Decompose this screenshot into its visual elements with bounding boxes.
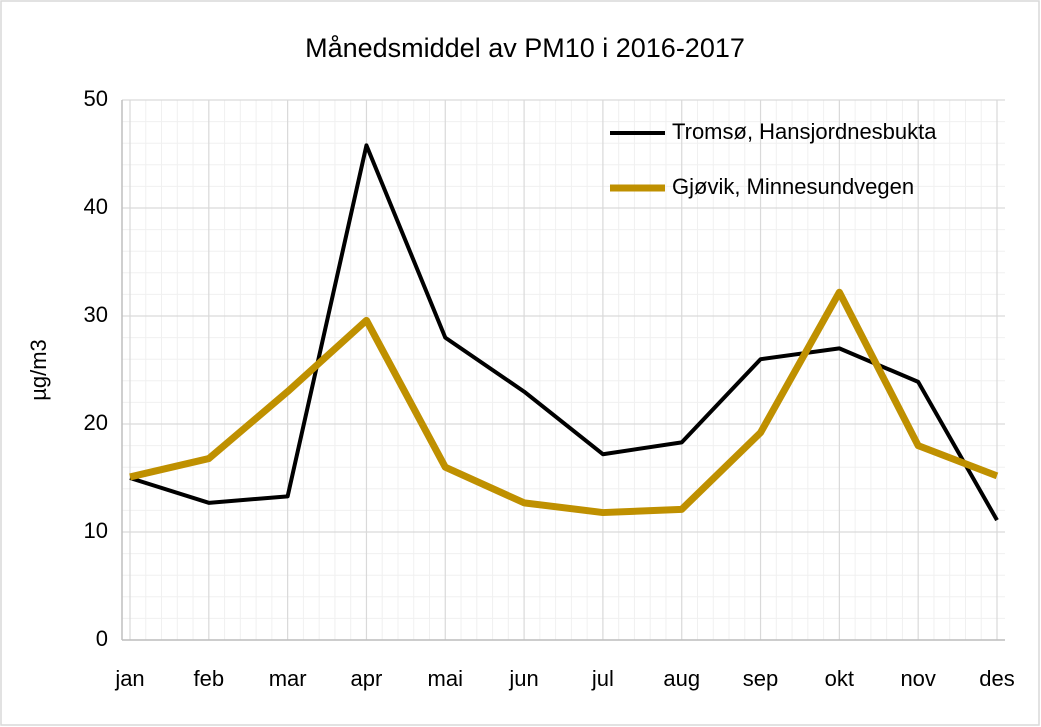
x-tick-label: mai bbox=[428, 666, 463, 691]
legend-label: Gjøvik, Minnesundvegen bbox=[672, 174, 914, 199]
x-tick-label: apr bbox=[351, 666, 383, 691]
chart-title: Månedsmiddel av PM10 i 2016-2017 bbox=[305, 33, 745, 63]
y-tick-label: 30 bbox=[84, 302, 108, 327]
x-tick-label: sep bbox=[743, 666, 778, 691]
x-tick-label: feb bbox=[194, 666, 225, 691]
x-tick-label: nov bbox=[900, 666, 935, 691]
line-series bbox=[129, 143, 999, 522]
x-tick-label: aug bbox=[663, 666, 700, 691]
x-tick-label: des bbox=[979, 666, 1014, 691]
y-axis-label: µg/m3 bbox=[26, 339, 51, 401]
y-tick-label: 40 bbox=[84, 194, 108, 219]
x-tick-label: jan bbox=[114, 666, 144, 691]
line-series bbox=[129, 288, 999, 517]
x-tick-label: jun bbox=[508, 666, 538, 691]
y-tick-label: 10 bbox=[84, 518, 108, 543]
y-tick-label: 0 bbox=[96, 626, 108, 651]
x-tick-label: jul bbox=[591, 666, 614, 691]
y-tick-label: 50 bbox=[84, 86, 108, 111]
x-tick-label: mar bbox=[269, 666, 307, 691]
legend-label: Tromsø, Hansjordnesbukta bbox=[672, 119, 937, 144]
x-tick-label: okt bbox=[825, 666, 854, 691]
y-tick-label: 20 bbox=[84, 410, 108, 435]
